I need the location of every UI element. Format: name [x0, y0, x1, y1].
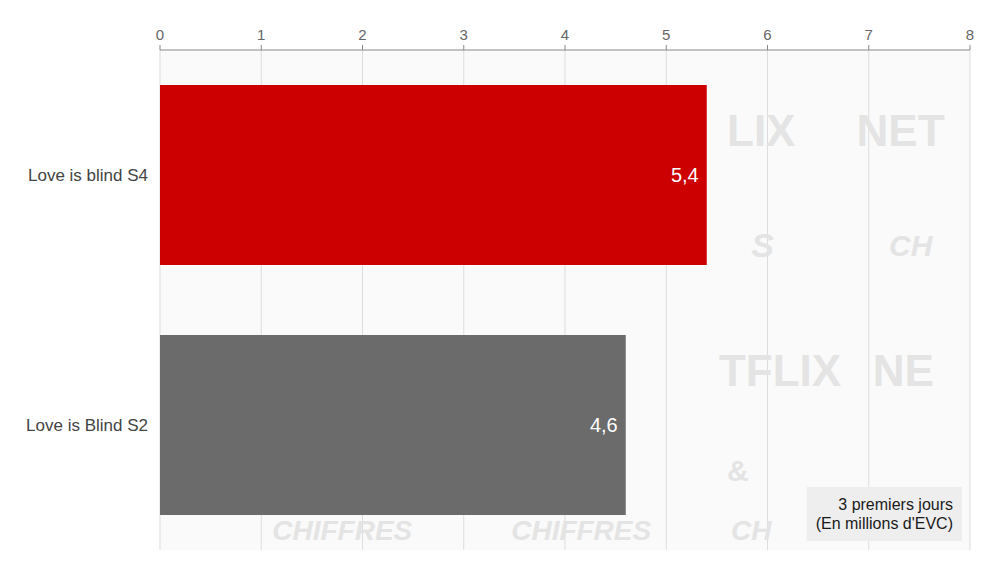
tick-mark	[767, 45, 768, 50]
watermark: NE	[873, 346, 934, 395]
watermark: CHIFFRES	[272, 515, 412, 546]
tick-mark	[666, 45, 667, 50]
tick-label: 4	[561, 26, 569, 43]
tick-mark	[362, 45, 363, 50]
bars	[160, 85, 707, 515]
watermark: &	[727, 454, 749, 487]
tick-mark	[261, 45, 262, 50]
annotation-text: 3 premiers jours(En millions d'EVC)	[816, 496, 953, 532]
watermark: CHIFFRES	[511, 515, 651, 546]
tick-mark	[868, 45, 869, 50]
grid-line	[970, 50, 971, 550]
data-label: 5,4	[671, 164, 699, 186]
category-label: Love is blind S4	[28, 166, 148, 185]
bar	[160, 335, 626, 515]
tick-label: 6	[763, 26, 771, 43]
watermark: S	[751, 226, 774, 264]
tick-mark	[565, 45, 566, 50]
category-label: Love is Blind S2	[26, 416, 148, 435]
tick-mark	[463, 45, 464, 50]
x-axis: 0 1 2 3 4 5 6 7 8	[156, 26, 974, 50]
annotation: 3 premiers jours(En millions d'EVC)	[807, 487, 962, 541]
tick-label: 7	[865, 26, 873, 43]
tick-label: 2	[358, 26, 366, 43]
tick-label: 3	[460, 26, 468, 43]
watermark: LIX	[727, 106, 795, 155]
tick-label: 0	[156, 26, 164, 43]
tick-label: 8	[966, 26, 974, 43]
watermark: NET	[857, 106, 945, 155]
bar	[160, 85, 707, 265]
tick-label: 5	[662, 26, 670, 43]
plot-background	[160, 50, 970, 550]
grid	[160, 50, 970, 550]
watermark: TFLIX	[719, 346, 841, 395]
watermark: CH	[889, 229, 934, 262]
annotation-box	[807, 487, 962, 541]
tick-mark	[160, 45, 161, 50]
watermark: CH	[731, 515, 772, 546]
tick-mark	[970, 45, 971, 50]
data-label: 4,6	[590, 414, 618, 436]
chart: LIX S NET CH TFLIX & CHIFFRES CHIFFRES CH NE 5,4 4,…	[0, 0, 1000, 574]
tick-label: 1	[257, 26, 265, 43]
